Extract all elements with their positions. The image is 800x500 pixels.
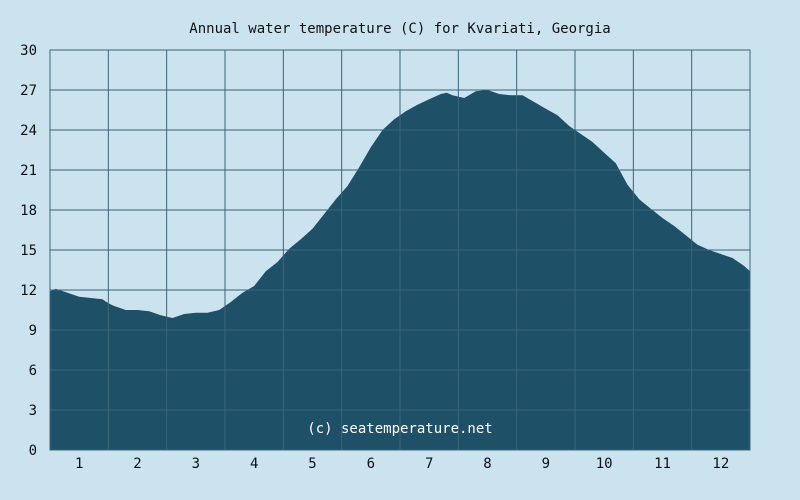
x-axis: 1 2 3 4 5 6 7 8 9 10 11 12 [75, 456, 729, 472]
y-axis: 0 3 6 9 12 15 18 21 24 27 30 [20, 43, 37, 459]
x-tick-label: 1 [75, 456, 83, 472]
x-tick-label: 2 [133, 456, 141, 472]
y-tick-label: 24 [20, 123, 37, 139]
y-tick-label: 6 [29, 363, 37, 379]
y-tick-label: 30 [20, 43, 37, 59]
x-tick-label: 3 [192, 456, 200, 472]
y-tick-label: 15 [20, 243, 37, 259]
x-tick-label: 10 [596, 456, 613, 472]
x-tick-label: 12 [712, 456, 729, 472]
x-tick-label: 6 [367, 456, 375, 472]
x-tick-label: 7 [425, 456, 433, 472]
watermark: (c) seatemperature.net [307, 421, 492, 437]
y-tick-label: 21 [20, 163, 37, 179]
grid-lines [49, 49, 751, 451]
chart-title: Annual water temperature (C) for Kvariat… [189, 21, 610, 37]
x-tick-label: 9 [542, 456, 550, 472]
y-tick-label: 12 [20, 283, 37, 299]
y-tick-label: 3 [29, 403, 37, 419]
x-tick-label: 5 [308, 456, 316, 472]
y-tick-label: 18 [20, 203, 37, 219]
x-tick-label: 11 [654, 456, 671, 472]
y-tick-label: 27 [20, 83, 37, 99]
y-tick-label: 9 [29, 323, 37, 339]
x-tick-label: 8 [483, 456, 491, 472]
x-tick-label: 4 [250, 456, 258, 472]
y-tick-label: 0 [29, 443, 37, 459]
